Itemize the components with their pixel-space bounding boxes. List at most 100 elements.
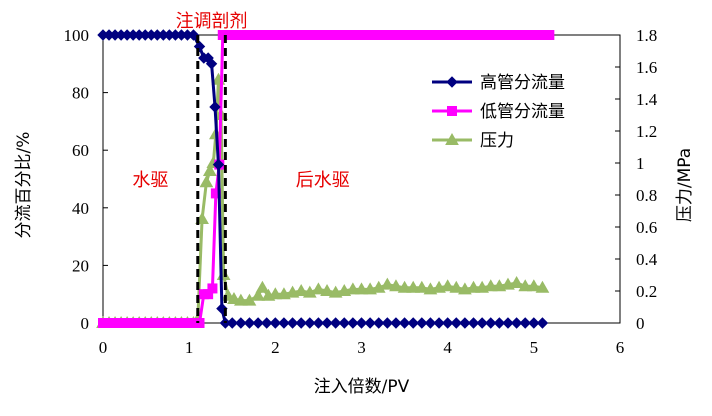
low-pipe-point	[280, 30, 291, 40]
x-tick-label: 6	[616, 338, 625, 357]
high-pipe-point	[321, 317, 333, 329]
high-pipe-point	[467, 317, 480, 329]
high-pipe-point	[329, 317, 342, 329]
high-pipe-point	[205, 58, 218, 70]
pressure-point	[449, 280, 464, 293]
y-axis-left: 0 20 40 60 80 100	[64, 26, 108, 333]
high-pipe-point	[536, 317, 549, 329]
legend-item: 高管分流量	[432, 73, 565, 93]
high-pipe-point	[450, 317, 462, 329]
pressure-point	[216, 267, 231, 280]
low-pipe-point	[323, 30, 334, 40]
pressure-point	[346, 282, 360, 295]
y-left-tick-label: 80	[72, 84, 89, 103]
high-pipe-point	[312, 317, 325, 329]
pressure-point	[535, 280, 550, 293]
pressure-point	[311, 282, 326, 295]
high-pipe-point	[243, 317, 256, 329]
low-pipe-point	[340, 30, 351, 40]
pressure-point	[294, 283, 309, 296]
high-pipe-point	[416, 317, 428, 329]
high-pipe-point	[295, 317, 307, 329]
low-pipe-point	[246, 30, 257, 40]
x-tick-label: 2	[271, 338, 280, 357]
high-pipe-point	[212, 158, 225, 171]
low-pipe-point	[521, 30, 532, 40]
y-right-tick-label: 1.6	[636, 58, 657, 77]
low-pipe-point	[254, 30, 265, 40]
high-pipe-point	[519, 317, 531, 329]
y-left-tick-label: 20	[72, 256, 89, 275]
low-pipe-point	[453, 30, 464, 40]
legend-item: 压力	[432, 131, 514, 151]
low-pipe-point	[409, 30, 420, 40]
low-pipe-point	[470, 30, 481, 40]
low-pipe-point	[401, 30, 412, 40]
x-tick-label: 1	[185, 338, 194, 357]
low-pipe-point	[444, 30, 455, 40]
low-pipe-point	[427, 30, 438, 40]
high-pipe-point	[398, 317, 411, 329]
pressure-point	[268, 287, 283, 300]
low-pipe-point	[366, 30, 377, 40]
series-high-pipe	[97, 29, 549, 329]
high-pipe-point	[433, 317, 445, 329]
high-pipe-point	[269, 317, 282, 329]
annotation-profile-agent: 注调剖剂	[176, 11, 248, 32]
low-pipe-point	[207, 283, 218, 294]
y-right-tick-label: 1.2	[636, 122, 657, 141]
pressure-point	[414, 280, 429, 293]
high-pipe-point	[446, 76, 458, 88]
low-pipe-point	[315, 30, 326, 40]
pressure-point	[440, 279, 455, 292]
y-left-tick-label: 60	[72, 141, 89, 160]
high-pipe-point	[304, 317, 316, 329]
high-pipe-point	[355, 317, 368, 329]
high-pipe-point	[252, 317, 264, 329]
series-low-pipe	[98, 30, 555, 328]
y-right-tick-label: 0	[636, 314, 645, 333]
pressure-point	[483, 279, 498, 292]
high-pipe-point	[441, 317, 454, 329]
high-pipe-point	[347, 317, 359, 329]
legend-item: 低管分流量	[432, 102, 565, 122]
high-pipe-point	[476, 317, 488, 329]
x-tick-label: 3	[357, 338, 366, 357]
legend-label: 低管分流量	[480, 102, 565, 122]
low-pipe-point	[332, 30, 343, 40]
stage-dividers	[196, 35, 227, 323]
low-pipe-point	[358, 30, 369, 40]
high-pipe-point	[390, 317, 402, 329]
low-pipe-point	[263, 30, 274, 40]
pressure-point	[371, 280, 386, 293]
x-tick-label: 0	[99, 338, 108, 357]
high-pipe-point	[424, 317, 437, 329]
high-pipe-point	[235, 317, 247, 329]
y-axis-right: 0 0.2 0.4 0.6 0.8 1 1.2 1.4 1.6 1.8	[615, 26, 658, 333]
y-right-tick-label: 0.4	[636, 250, 658, 269]
low-pipe-point	[194, 318, 205, 328]
pressure-point	[518, 279, 533, 292]
y-axis-right-title: 压力/MPa	[675, 148, 695, 222]
high-pipe-point	[459, 317, 471, 329]
y-right-tick-label: 0.6	[636, 218, 657, 237]
low-pipe-point	[544, 30, 555, 40]
pressure-point	[251, 288, 265, 301]
legend-label: 高管分流量	[480, 73, 565, 93]
annotation-water-flooding: 水驱	[132, 170, 168, 191]
low-pipe-point	[435, 30, 446, 40]
high-pipe-point	[286, 317, 299, 329]
low-pipe-point	[375, 30, 386, 40]
y-left-tick-label: 40	[72, 199, 89, 218]
pressure-point	[354, 282, 369, 295]
high-pipe-point	[381, 317, 394, 329]
high-pipe-point	[209, 101, 221, 113]
y-left-tick-label: 100	[64, 26, 90, 45]
low-pipe-point	[306, 30, 317, 40]
low-pipe-point	[530, 30, 541, 40]
pressure-point	[509, 275, 524, 288]
legend-label: 压力	[480, 131, 514, 151]
high-pipe-point	[338, 317, 350, 329]
low-pipe-point	[461, 30, 472, 40]
